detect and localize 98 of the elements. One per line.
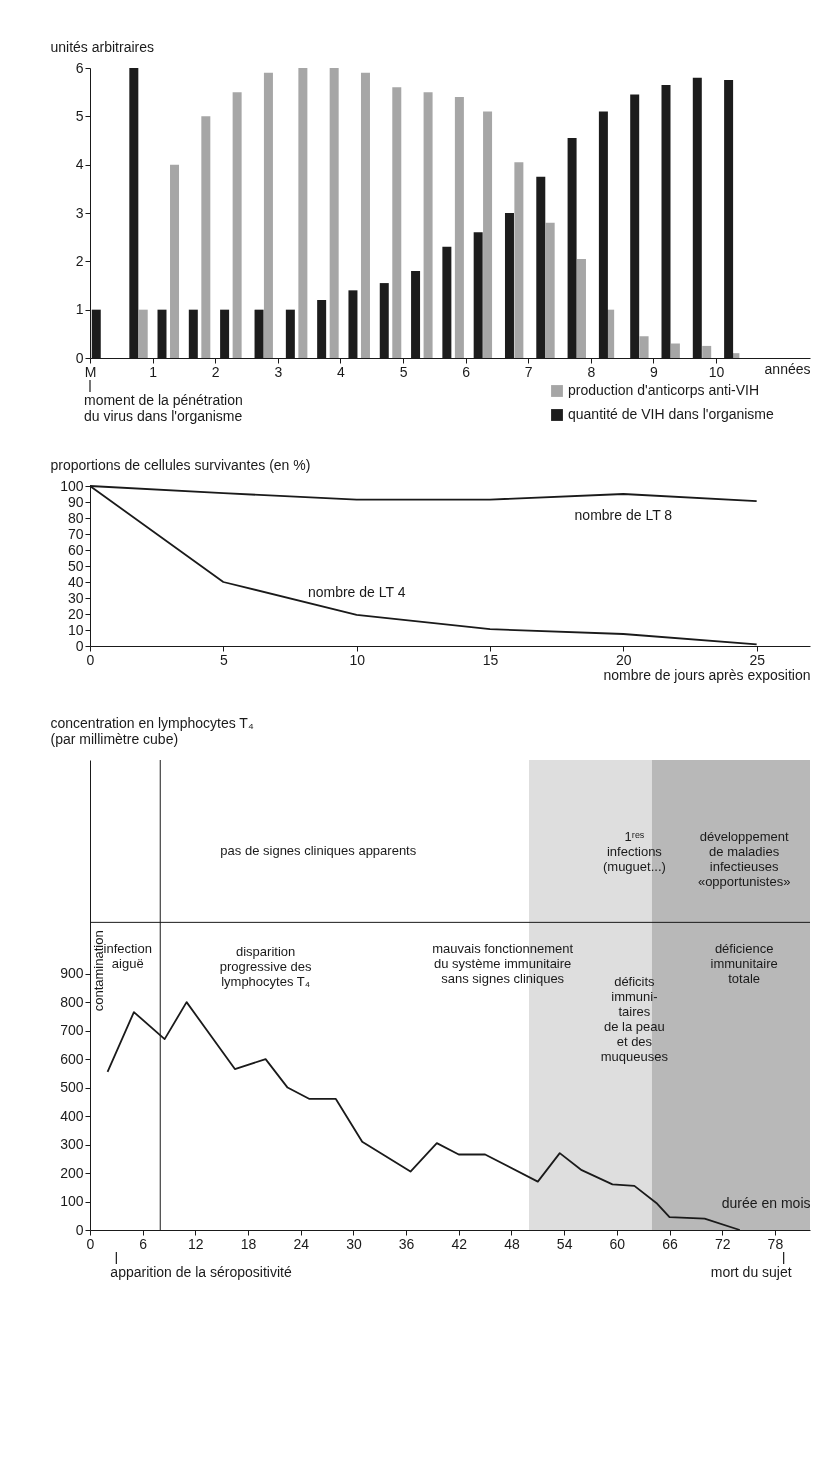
- bar: [454, 97, 464, 358]
- annotation: pas de signes cliniques apparents: [220, 843, 417, 859]
- x-tick-label: 15: [482, 651, 499, 668]
- bar: [232, 92, 242, 358]
- y-tick-label: 300: [60, 1136, 84, 1153]
- bar: [201, 116, 211, 358]
- text: apparition de la séropositivité: [110, 1264, 292, 1280]
- y-tick-label: 500: [60, 1079, 84, 1096]
- x-tick-label: 8: [587, 363, 596, 380]
- annotation: 1ʳᵉˢ infections (muguet...): [602, 828, 666, 874]
- x-tick-label: 42: [451, 1235, 468, 1252]
- bar: [639, 336, 649, 358]
- y-tick-label: 70: [67, 525, 84, 542]
- bar: [360, 72, 370, 358]
- y-tick-label: 60: [67, 541, 84, 558]
- bar: [298, 68, 308, 358]
- y-tick-label: 2: [75, 252, 84, 269]
- annotation: infection aiguë: [103, 941, 152, 972]
- x-tick-label: 25: [749, 651, 766, 668]
- bar: [702, 345, 712, 358]
- legend-label: production d'anticorps anti-VIH: [568, 382, 759, 398]
- bar: [423, 92, 433, 358]
- bar: [514, 162, 524, 358]
- x-tick-label: 5: [219, 651, 228, 668]
- x-tick-label: 24: [293, 1235, 310, 1252]
- x-tick-label: 30: [346, 1235, 362, 1252]
- y-axis-title: proportions de cellules survivantes (en %): [50, 456, 311, 473]
- y-tick-label: 1: [75, 301, 84, 318]
- x-tick-label: 48: [504, 1235, 520, 1252]
- y-axis-title: concentration en lymphocytes T₄ (par millimètre cube): [50, 714, 254, 747]
- annotation: déficits immuni- taires de la peau et des muqueuses: [600, 974, 669, 1065]
- y-tick-label: 20: [67, 605, 84, 622]
- y-tick-label: 200: [60, 1164, 84, 1181]
- x-tick-label: 12: [188, 1235, 204, 1252]
- y-tick-label: 800: [60, 993, 84, 1010]
- x-tick-label: 54: [556, 1235, 573, 1252]
- series-label: nombre de LT 4: [307, 583, 406, 600]
- y-tick-label: 100: [60, 477, 84, 494]
- annotation: mauvais fonctionnement du système immunitaire sans signes cliniques: [432, 941, 574, 987]
- annotation: développement de maladies infectieuses «opportunistes»: [697, 828, 791, 889]
- bar: [670, 343, 680, 358]
- y-tick-label: 10: [67, 621, 84, 638]
- y-tick-label: 900: [60, 965, 84, 982]
- y-tick-label: 700: [60, 1022, 84, 1039]
- x-tick-label: 7: [524, 363, 533, 380]
- x-tick-label: 66: [662, 1235, 679, 1252]
- x-tick-label: 0: [86, 1235, 95, 1252]
- x-tick-label: 1: [149, 363, 158, 380]
- y-tick-label: 6: [75, 59, 84, 76]
- x-tick-label: 2: [211, 363, 220, 380]
- y-tick-label: 5: [75, 107, 84, 124]
- x-tick-label: 10: [349, 651, 366, 668]
- x-tick-label: 6: [139, 1235, 148, 1252]
- x-tick-label: M: [84, 363, 97, 380]
- x-tick-label: 60: [609, 1235, 626, 1252]
- y-tick-label: 4: [75, 156, 84, 173]
- x-tick-label: 5: [399, 363, 408, 380]
- x-tick-label: 36: [398, 1235, 415, 1252]
- series-label: nombre de LT 8: [574, 507, 673, 523]
- x-tick-label: 20: [616, 651, 632, 668]
- bar: [392, 87, 402, 358]
- x-axis-title: durée en mois: [721, 1194, 811, 1211]
- annotation: déficience immunitaire totale: [710, 941, 778, 987]
- y-tick-label: 3: [75, 204, 84, 221]
- y-tick-label: 80: [67, 509, 84, 526]
- x-tick-label: 18: [240, 1235, 257, 1252]
- x-tick-label: 3: [274, 363, 283, 380]
- text: mort du sujet: [710, 1264, 792, 1280]
- x-tick-label: 4: [337, 363, 346, 380]
- y-axis-title: unités arbitraires: [50, 38, 154, 55]
- y-tick-label: 400: [60, 1107, 84, 1124]
- x-tick-label: 72: [714, 1235, 731, 1252]
- text: moment de la pénétration du virus dans l'organisme: [84, 392, 243, 424]
- bar: [329, 68, 339, 358]
- y-tick-label: 30: [67, 589, 84, 606]
- y-tick-label: 0: [75, 349, 84, 366]
- x-tick-label: 78: [767, 1235, 784, 1252]
- x-tick-label: 0: [86, 651, 95, 668]
- annotation: disparition progressive des lymphocytes T₄: [219, 944, 312, 990]
- x-tick-label: 10: [708, 363, 725, 380]
- y-tick-label: 50: [67, 557, 84, 574]
- bar: [263, 72, 273, 358]
- bar: [545, 222, 555, 358]
- legend-label: quantité de VIH dans l'organisme: [568, 406, 775, 422]
- x-axis-title: nombre de jours après exposition: [603, 666, 811, 683]
- x-tick-label: 6: [462, 363, 471, 380]
- y-tick-label: 40: [67, 573, 84, 590]
- bar: [138, 309, 148, 358]
- y-tick-label: 100: [60, 1193, 84, 1210]
- y-tick-label: 90: [67, 493, 84, 510]
- y-tick-label: 0: [75, 1221, 84, 1238]
- bar: [483, 111, 493, 358]
- bar: [170, 164, 180, 358]
- x-axis-title: années: [764, 360, 811, 377]
- y-tick-label: 600: [60, 1050, 84, 1067]
- y-tick-label: 0: [75, 637, 84, 654]
- x-tick-label: 9: [650, 363, 659, 380]
- bar: [576, 258, 586, 358]
